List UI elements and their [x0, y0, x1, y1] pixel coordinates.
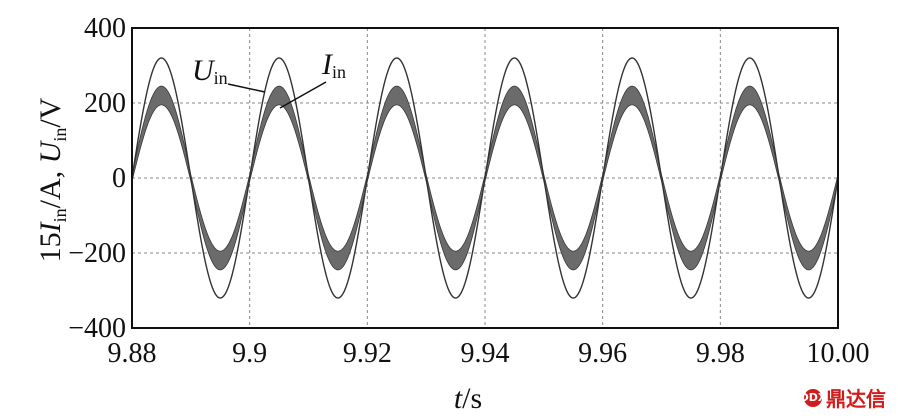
- series-U_in-line: [131, 57, 839, 299]
- x-tick-label: 9.92: [343, 338, 392, 369]
- annotation-U_in: Uin: [192, 54, 266, 93]
- y-tick-label: −400: [68, 313, 126, 344]
- svg-text:Uin: Uin: [192, 54, 228, 88]
- x-axis-label: t/s: [454, 382, 482, 415]
- y-axis-label: 15Iin/A, Uin/V: [34, 97, 70, 262]
- plot-frame: [131, 27, 839, 329]
- y-tick-label: 0: [112, 163, 126, 194]
- watermark-text: 鼎达信: [826, 387, 886, 411]
- x-tick-label: 10.00: [807, 338, 870, 369]
- y-tick-label: −200: [68, 238, 126, 269]
- x-tick-label: 9.98: [696, 338, 745, 369]
- y-tick-label: 400: [84, 13, 126, 44]
- y-axis-ticks: 400 200 0 −200 −400: [68, 13, 126, 344]
- x-axis-label-var: t: [454, 382, 463, 415]
- x-tick-label: 9.88: [108, 338, 157, 369]
- annotation-I_in: Iin: [279, 48, 346, 109]
- x-axis-ticks: 9.88 9.9 9.92 9.94 9.96 9.98 10.00: [108, 338, 870, 369]
- svg-text:Iin: Iin: [321, 48, 346, 82]
- watermark-icon: DDX: [800, 388, 826, 407]
- y-tick-label: 200: [84, 88, 126, 119]
- annotation-I-sub: in: [332, 62, 346, 82]
- watermark-logo: DDX 鼎达信: [800, 383, 886, 412]
- x-axis-label-unit: /s: [462, 382, 482, 415]
- annotation-U-sub: in: [214, 68, 228, 88]
- x-tick-label: 9.9: [232, 338, 267, 369]
- x-tick-label: 9.96: [578, 338, 627, 369]
- annotation-I-main: I: [321, 48, 334, 81]
- x-tick-label: 9.94: [461, 338, 510, 369]
- annotation-U-main: U: [192, 54, 216, 87]
